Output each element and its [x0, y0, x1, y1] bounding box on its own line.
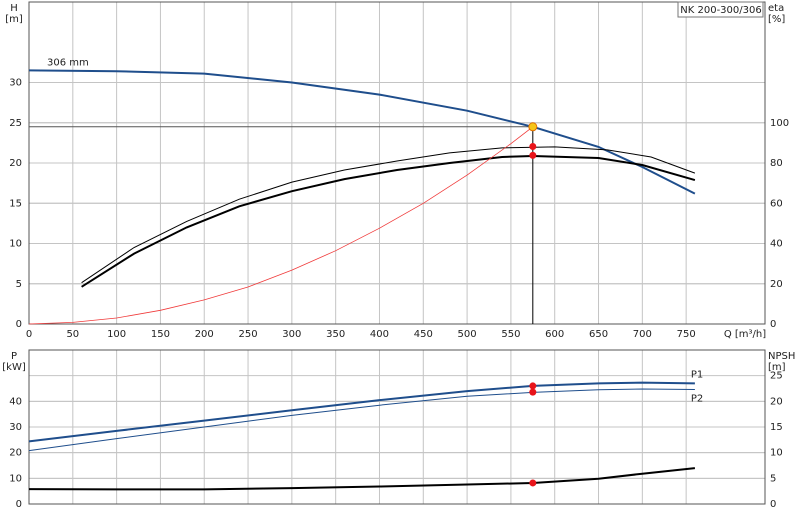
y-tick-label: 10	[9, 473, 22, 484]
badge-box	[677, 1, 764, 18]
y-tick-label: 0	[16, 319, 22, 330]
curve-label: 306 mm	[47, 57, 89, 68]
curve	[81, 154, 696, 288]
y-axis-label: P	[11, 351, 17, 362]
y-tick-label: 10	[9, 239, 22, 250]
y2-tick-label: 0	[770, 319, 776, 330]
y-axis-unit: [kW]	[2, 362, 26, 373]
y-tick-label: 30	[9, 78, 22, 89]
y2-axis-unit: [m]	[768, 362, 786, 373]
marker	[529, 151, 537, 159]
y2-axis-label: eta	[768, 3, 784, 14]
x-tick-label: 0	[26, 329, 32, 340]
plot-frame	[28, 349, 766, 505]
y-tick-label: 30	[9, 422, 22, 433]
y2-tick-label: 20	[770, 396, 783, 407]
y2-tick-label: 100	[770, 118, 789, 129]
curve-label: P1	[691, 369, 703, 380]
marker	[529, 479, 537, 487]
y-axis-unit: [m]	[5, 14, 23, 25]
marker	[529, 388, 537, 396]
y-tick-label: 0	[16, 499, 22, 510]
y2-tick-label: 40	[770, 239, 783, 250]
x-tick-label: 350	[326, 329, 345, 340]
x-tick-label: 550	[501, 329, 520, 340]
x-tick-label: 500	[458, 329, 477, 340]
x-tick-label: 600	[545, 329, 564, 340]
y-tick-label: 20	[9, 448, 22, 459]
y2-axis-label: NPSH	[768, 351, 795, 362]
curve	[28, 381, 695, 443]
y-tick-label: 20	[9, 158, 22, 169]
curve	[28, 467, 696, 491]
x-tick-label: 200	[195, 329, 214, 340]
plot-frame	[28, 1, 766, 325]
x-tick-label: 450	[414, 329, 433, 340]
x-tick-label: 300	[282, 329, 301, 340]
y2-axis-unit: [%]	[768, 14, 785, 25]
x-tick-label: 100	[107, 329, 126, 340]
y-tick-label: 25	[9, 118, 22, 129]
curve	[28, 126, 534, 325]
y2-tick-label: 80	[770, 158, 783, 169]
x-tick-label: 400	[370, 329, 389, 340]
curve	[28, 388, 695, 452]
x-tick-label: 750	[677, 329, 696, 340]
marker	[529, 142, 537, 150]
badge: NK 200-300/306	[680, 5, 761, 16]
y2-tick-label: 25	[770, 371, 783, 382]
y-tick-label: 15	[9, 198, 22, 209]
y-tick-label: 5	[16, 279, 22, 290]
x-tick-label: 50	[66, 329, 79, 340]
y-axis-label: H	[10, 3, 18, 14]
y2-tick-label: 15	[770, 422, 783, 433]
x-tick-label: 150	[151, 329, 170, 340]
y2-tick-label: 60	[770, 198, 783, 209]
x-axis-label: Q [m³/h]	[724, 329, 766, 340]
y2-tick-label: 10	[770, 448, 783, 459]
curve-label: P2	[691, 394, 703, 405]
y2-tick-label: 0	[770, 499, 776, 510]
x-tick-label: 650	[589, 329, 608, 340]
curve	[28, 69, 696, 195]
x-tick-label: 700	[633, 329, 652, 340]
marker	[529, 382, 537, 390]
curve	[81, 146, 696, 284]
y-tick-label: 40	[9, 396, 22, 407]
x-tick-label: 250	[239, 329, 258, 340]
y2-tick-label: 5	[770, 473, 776, 484]
y2-tick-label: 20	[770, 279, 783, 290]
duty-point	[528, 122, 538, 132]
